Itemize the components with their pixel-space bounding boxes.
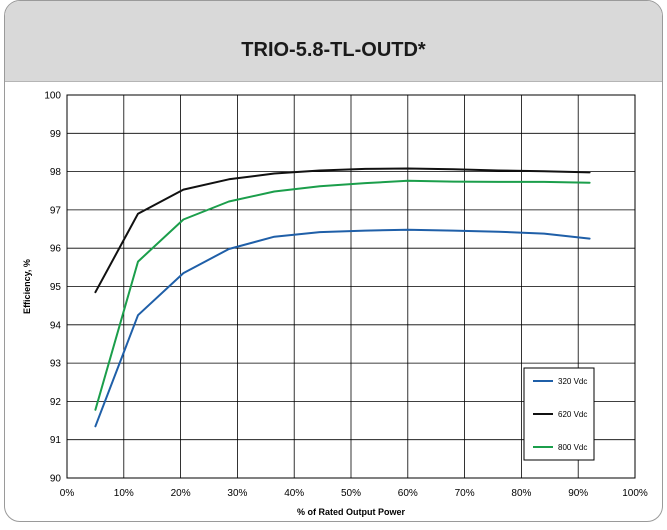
y-tick-label: 99: [50, 129, 62, 140]
x-tick-label: 10%: [114, 488, 134, 499]
plot-frame: [66, 94, 636, 479]
x-tick-label: 60%: [398, 488, 418, 499]
series-line-1: [94, 167, 591, 294]
x-tick-label: 50%: [341, 488, 361, 499]
y-tick-label: 96: [50, 244, 62, 255]
y-axis-title: Efficiency, %: [22, 259, 32, 314]
legend-label: 800 Vdc: [558, 443, 587, 452]
x-tick-label: 30%: [227, 488, 247, 499]
x-axis-title: % of Rated Output Power: [297, 507, 405, 517]
x-tick-label: 20%: [171, 488, 191, 499]
x-tick-label: 80%: [511, 488, 531, 499]
y-tick-label: 93: [50, 359, 62, 370]
x-tick-label: 0%: [60, 488, 75, 499]
chart-title: TRIO-5.8-TL-OUTD*: [241, 39, 426, 61]
x-tick-label: 90%: [568, 488, 588, 499]
y-tick-label: 90: [50, 474, 62, 485]
y-tick-label: 98: [50, 167, 62, 178]
series-line-0: [94, 228, 591, 428]
y-tick-label: 91: [50, 435, 62, 446]
series-line-2: [94, 179, 591, 411]
x-tick-label: 40%: [284, 488, 304, 499]
y-tick-label: 94: [50, 320, 62, 331]
x-tick-label: 70%: [455, 488, 475, 499]
card-header: TRIO-5.8-TL-OUTD*: [5, 1, 662, 82]
y-tick-label: 97: [50, 205, 62, 216]
y-tick-label: 92: [50, 397, 62, 408]
y-tick-label: 95: [50, 282, 62, 293]
legend-label: 620 Vdc: [558, 410, 587, 419]
legend-label: 320 Vdc: [558, 377, 587, 386]
y-tick-label: 100: [44, 91, 61, 102]
x-tick-label: 100%: [622, 488, 648, 499]
